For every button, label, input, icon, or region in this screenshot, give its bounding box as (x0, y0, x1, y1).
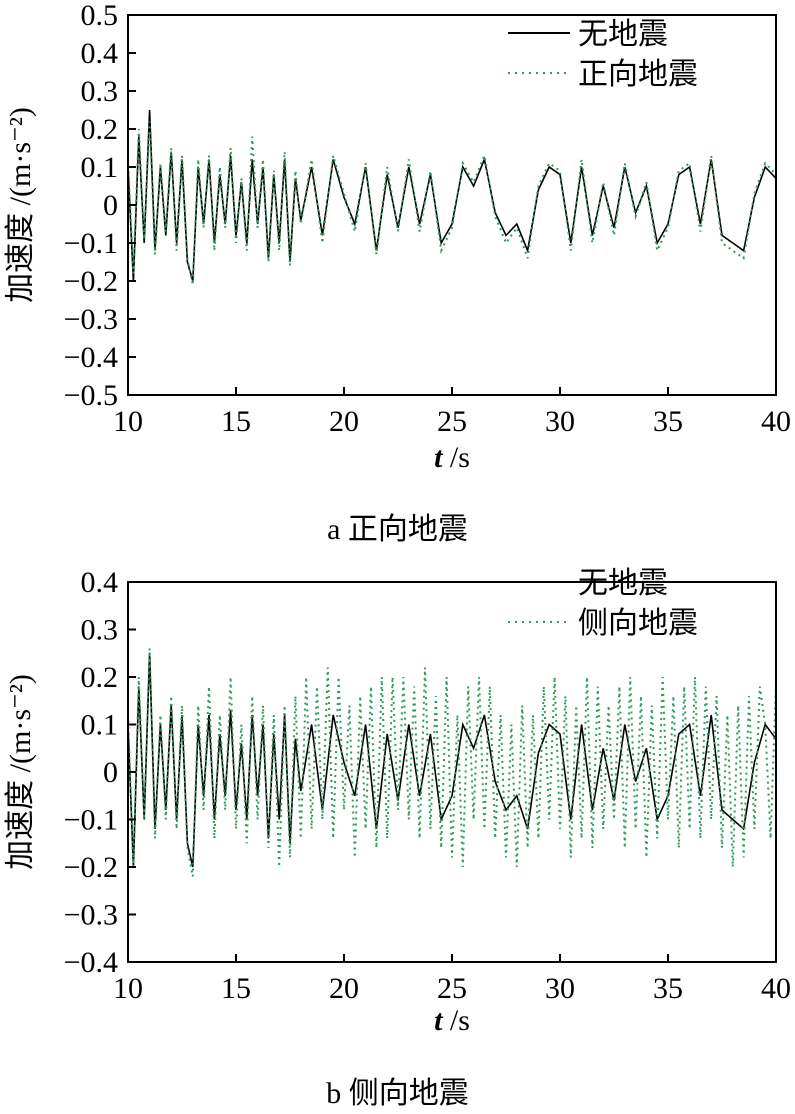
x-tick-label: 20 (329, 972, 359, 1005)
chart-a: −0.5 −0.4 −0.3 −0.2 −0.1 0 0.1 0.2 0.3 0.4 0.5 10 15… (4, 0, 791, 474)
x-axis-label: t /s (434, 1004, 470, 1037)
y-axis-label: 加速度 /(m·s⁻²) (4, 674, 37, 870)
y-tick-label: 0.5 (81, 0, 119, 32)
series-line-1 (127, 121, 777, 285)
y-axis-label: 加速度 /(m·s⁻²) (4, 107, 37, 303)
caption-b: b 侧向地震 (326, 1077, 469, 1110)
y-tick-label: 0.3 (81, 614, 119, 647)
x-tick-label: 25 (437, 405, 467, 438)
y-tick-label: −0.2 (64, 851, 118, 884)
y-tick-label: −0.1 (64, 227, 118, 260)
x-tick-label: 35 (653, 405, 683, 438)
y-tick-label: −0.4 (64, 341, 118, 374)
x-tick-label: 15 (221, 405, 251, 438)
y-tick-label: 0.1 (81, 709, 119, 742)
caption-a: a 正向地震 (327, 513, 468, 546)
x-tick-label: 30 (545, 405, 575, 438)
x-tick-label: 30 (545, 972, 575, 1005)
x-axis-label: t /s (434, 441, 470, 474)
y-tick-label: 0 (103, 756, 118, 789)
y-tick-label: 0.1 (81, 151, 119, 184)
y-tick-label: −0.2 (64, 265, 118, 298)
legend-label-1: 正向地震 (578, 58, 698, 91)
x-tick-label: 20 (329, 405, 359, 438)
x-tick-label: 35 (653, 972, 683, 1005)
y-tick-label: −0.3 (64, 899, 118, 932)
chart-b: −0.4 −0.3 −0.2 −0.1 0 0.1 0.2 0.3 0.4 10 15 20 25 30 3… (4, 566, 791, 1037)
y-tick-label: 0.4 (81, 37, 119, 70)
y-tick-label: 0 (103, 189, 118, 222)
x-tick-label: 25 (437, 972, 467, 1005)
series-line-0 (127, 109, 777, 282)
legend-label-1: 侧向地震 (578, 607, 698, 640)
x-tick-label: 40 (761, 972, 791, 1005)
x-tick-label: 40 (761, 405, 791, 438)
y-tick-label: 0.2 (81, 661, 119, 694)
legend-label-0: 无地震 (578, 18, 668, 51)
x-tick-label: 10 (113, 972, 143, 1005)
y-tick-label: 0.2 (81, 113, 119, 146)
x-tick-label: 10 (113, 405, 143, 438)
y-tick-label: −0.5 (64, 379, 118, 412)
y-tick-label: −0.3 (64, 303, 118, 336)
y-tick-label: 0.3 (81, 75, 119, 108)
y-tick-label: −0.1 (64, 804, 118, 837)
y-tick-label: 0.4 (81, 566, 119, 599)
series-line-1 (127, 648, 777, 877)
x-tick-label: 15 (221, 972, 251, 1005)
legend-label-0: 无地震 (578, 567, 668, 600)
y-tick-label: −0.4 (64, 946, 118, 979)
series-line-0 (127, 653, 777, 868)
